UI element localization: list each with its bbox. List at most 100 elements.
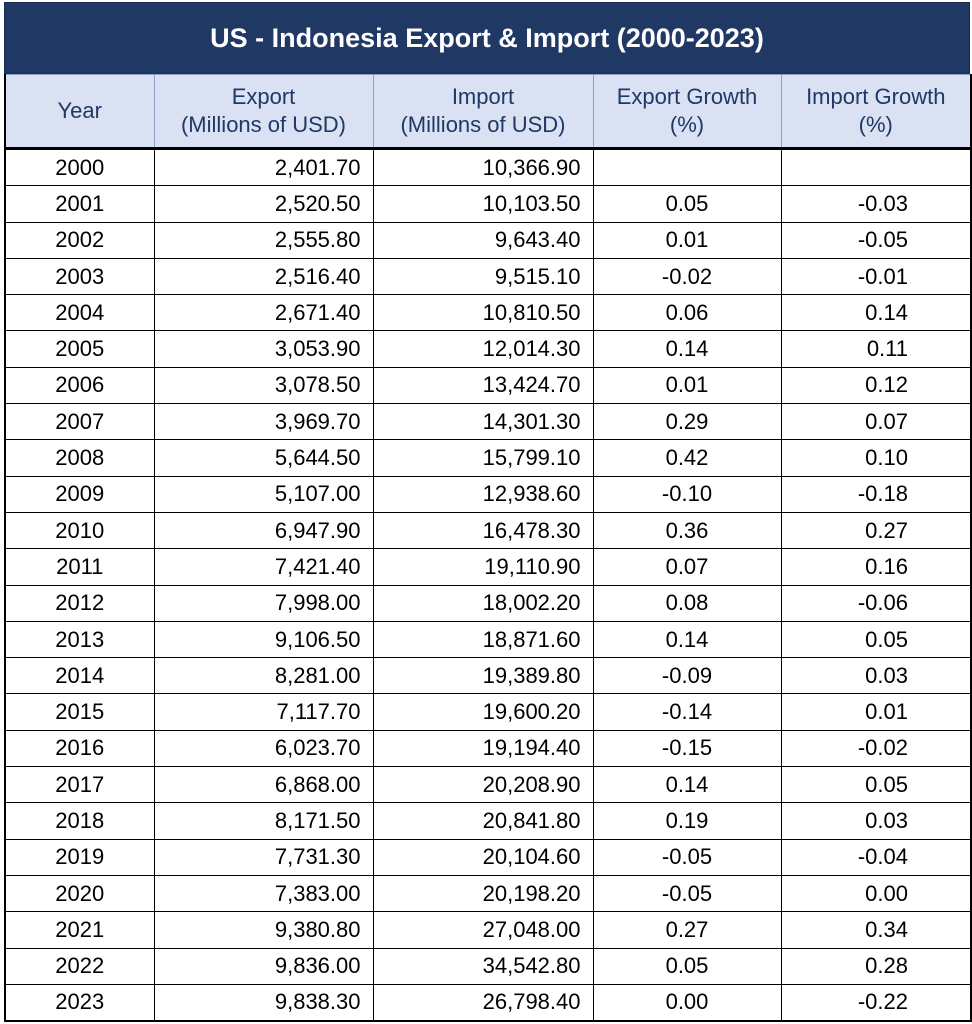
column-header-line2: (%)	[669, 112, 705, 137]
cell-year: 2003	[4, 257, 155, 296]
cell-export: 2,401.70	[153, 147, 374, 187]
cell-import: 10,366.90	[372, 147, 594, 187]
cell-export-growth: 0.14	[592, 330, 782, 368]
data-table: Year Export (Millions of USD) Import (Millio…	[4, 74, 972, 1023]
table-title: US - Indonesia Export & Import (2000-202…	[4, 2, 970, 74]
cell-export-growth: 0.06	[592, 294, 782, 332]
table-row: 2006 3,078.50 13,424.70 0.01 0.12	[4, 366, 972, 405]
cell-import-growth: 0.10	[780, 439, 972, 477]
cell-year: 2013	[4, 620, 155, 659]
cell-import-growth: 0.07	[780, 403, 972, 441]
cell-import: 15,799.10	[372, 439, 594, 477]
cell-year: 2007	[4, 403, 155, 441]
cell-export-growth: -0.05	[592, 838, 782, 876]
table-row: 2001 2,520.50 10,103.50 0.05 -0.03	[4, 185, 972, 223]
cell-export: 7,731.30	[153, 838, 374, 876]
cell-import: 16,478.30	[372, 511, 594, 550]
table-row: 2008 5,644.50 15,799.10 0.42 0.10	[4, 439, 972, 477]
cell-year: 2014	[4, 657, 155, 695]
cell-import-growth: 0.01	[780, 693, 972, 731]
cell-import-growth: 0.14	[780, 294, 972, 332]
column-header-line1: Year	[57, 98, 102, 123]
cell-year: 2011	[4, 548, 155, 586]
cell-import: 12,938.60	[372, 475, 594, 513]
cell-import-growth: -0.01	[780, 257, 972, 296]
cell-import-growth: -0.06	[780, 584, 972, 622]
cell-year: 2019	[4, 838, 155, 876]
cell-import: 19,110.90	[372, 548, 594, 586]
cell-import: 9,643.40	[372, 221, 594, 259]
cell-export: 7,421.40	[153, 548, 374, 586]
cell-export: 2,671.40	[153, 294, 374, 332]
cell-import-growth: 0.05	[780, 766, 972, 804]
cell-export: 6,023.70	[153, 729, 374, 768]
cell-import: 13,424.70	[372, 366, 594, 405]
header-row: Year Export (Millions of USD) Import (Millio…	[4, 74, 972, 150]
column-header-year: Year	[4, 74, 155, 150]
column-header-line2: (Millions of USD)	[400, 112, 566, 137]
cell-export: 3,053.90	[153, 330, 374, 368]
cell-year: 2010	[4, 511, 155, 550]
cell-year: 2008	[4, 439, 155, 477]
cell-year: 2002	[4, 221, 155, 259]
cell-import-growth	[780, 147, 972, 187]
column-header-line2: (%)	[858, 112, 893, 137]
cell-export-growth: 0.08	[592, 584, 782, 622]
cell-import-growth: 0.00	[780, 874, 972, 913]
cell-export: 7,383.00	[153, 874, 374, 913]
cell-export-growth: 0.14	[592, 620, 782, 659]
cell-import: 26,798.40	[372, 983, 594, 1023]
cell-export-growth: -0.02	[592, 257, 782, 296]
cell-year: 2023	[4, 983, 155, 1023]
cell-import: 18,871.60	[372, 620, 594, 659]
cell-year: 2006	[4, 366, 155, 405]
cell-import: 34,542.80	[372, 947, 594, 985]
cell-import-growth: 0.16	[780, 548, 972, 586]
table-row: 2020 7,383.00 20,198.20 -0.05 0.00	[4, 874, 972, 913]
cell-import: 10,810.50	[372, 294, 594, 332]
cell-export: 8,171.50	[153, 802, 374, 840]
cell-import-growth: -0.05	[780, 221, 972, 259]
cell-export: 5,107.00	[153, 475, 374, 513]
cell-import: 20,104.60	[372, 838, 594, 876]
table-row: 2005 3,053.90 12,014.30 0.14 0.11	[4, 330, 972, 368]
cell-import: 10,103.50	[372, 185, 594, 223]
cell-export: 7,117.70	[153, 693, 374, 731]
cell-import-growth: 0.28	[780, 947, 972, 985]
cell-import: 19,194.40	[372, 729, 594, 768]
data-table-container: US - Indonesia Export & Import (2000-202…	[4, 2, 972, 1023]
cell-import-growth: -0.04	[780, 838, 972, 876]
cell-import-growth: 0.11	[780, 330, 972, 368]
table-row: 2000 2,401.70 10,366.90	[4, 147, 972, 187]
cell-export: 2,516.40	[153, 257, 374, 296]
cell-year: 2015	[4, 693, 155, 731]
cell-year: 2021	[4, 911, 155, 949]
cell-year: 2001	[4, 185, 155, 223]
cell-year: 2000	[4, 147, 155, 187]
cell-export-growth: -0.10	[592, 475, 782, 513]
column-header-line1: Export	[231, 84, 296, 109]
cell-export: 2,520.50	[153, 185, 374, 223]
cell-export-growth: -0.14	[592, 693, 782, 731]
cell-import-growth: -0.18	[780, 475, 972, 513]
cell-export: 6,947.90	[153, 511, 374, 550]
cell-import-growth: 0.03	[780, 802, 972, 840]
table-row: 2012 7,998.00 18,002.20 0.08 -0.06	[4, 584, 972, 622]
cell-export-growth: 0.27	[592, 911, 782, 949]
cell-year: 2004	[4, 294, 155, 332]
cell-import-growth: 0.12	[780, 366, 972, 405]
cell-export: 9,106.50	[153, 620, 374, 659]
table-row: 2007 3,969.70 14,301.30 0.29 0.07	[4, 403, 972, 441]
cell-export-growth: 0.07	[592, 548, 782, 586]
cell-export: 6,868.00	[153, 766, 374, 804]
cell-year: 2016	[4, 729, 155, 768]
table-row: 2002 2,555.80 9,643.40 0.01 -0.05	[4, 221, 972, 259]
table-row: 2010 6,947.90 16,478.30 0.36 0.27	[4, 511, 972, 550]
cell-export-growth: 0.01	[592, 366, 782, 405]
cell-import-growth: -0.03	[780, 185, 972, 223]
cell-export: 2,555.80	[153, 221, 374, 259]
cell-year: 2012	[4, 584, 155, 622]
table-row: 2021 9,380.80 27,048.00 0.27 0.34	[4, 911, 972, 949]
cell-export-growth: 0.42	[592, 439, 782, 477]
table-row: 2015 7,117.70 19,600.20 -0.14 0.01	[4, 693, 972, 731]
